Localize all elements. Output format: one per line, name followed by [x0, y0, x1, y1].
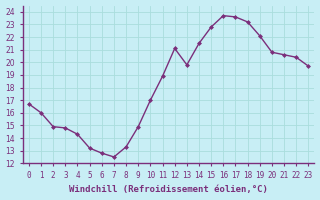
X-axis label: Windchill (Refroidissement éolien,°C): Windchill (Refroidissement éolien,°C) — [69, 185, 268, 194]
